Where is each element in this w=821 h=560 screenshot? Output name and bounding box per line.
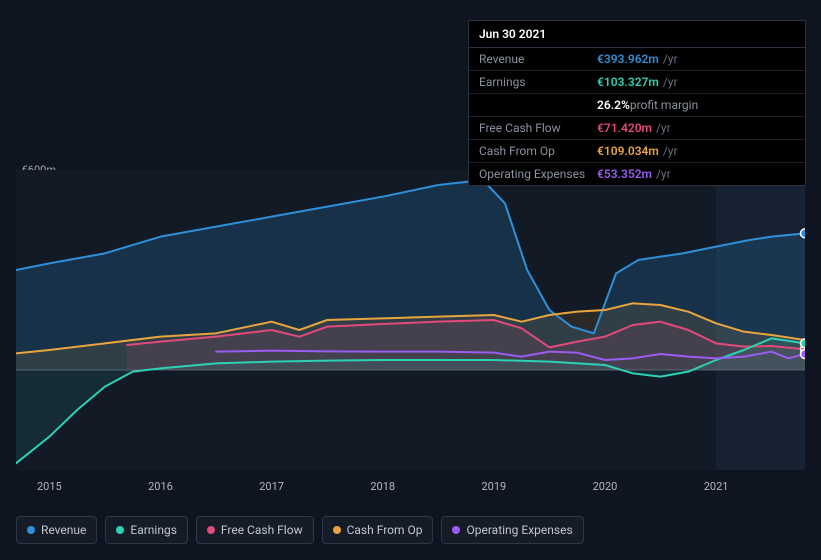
- x-axis-label: 2016: [148, 480, 173, 493]
- legend-color-dot: [116, 526, 124, 534]
- tooltip-value: €109.034m: [597, 144, 659, 158]
- x-axis-label: 2018: [370, 480, 395, 493]
- chart-tooltip: Jun 30 2021 Revenue€393.962m/yrEarnings€…: [468, 20, 806, 186]
- legend-color-dot: [27, 526, 35, 534]
- tooltip-row: Revenue€393.962m/yr: [469, 48, 805, 71]
- tooltip-value: €71.420m: [597, 121, 652, 135]
- tooltip-unit: /yr: [663, 144, 678, 158]
- tooltip-value: €53.352m: [597, 167, 652, 181]
- legend-label: Revenue: [41, 523, 86, 537]
- tooltip-sub: profit margin: [630, 98, 698, 112]
- legend-label: Cash From Op: [347, 523, 423, 537]
- tooltip-value: 26.2%: [597, 98, 630, 112]
- x-axis-label: 2017: [259, 480, 284, 493]
- legend-item[interactable]: Earnings: [105, 516, 188, 544]
- tooltip-row: Cash From Op€109.034m/yr: [469, 140, 805, 163]
- legend-item[interactable]: Revenue: [16, 516, 97, 544]
- tooltip-label: Free Cash Flow: [479, 121, 597, 135]
- tooltip-label: Earnings: [479, 75, 597, 89]
- x-axis-label: 2015: [37, 480, 62, 493]
- x-axis-label: 2020: [593, 480, 618, 493]
- tooltip-row: 26.2% profit margin: [469, 94, 805, 117]
- tooltip-label: [479, 98, 597, 112]
- tooltip-label: Revenue: [479, 52, 597, 66]
- legend-item[interactable]: Cash From Op: [322, 516, 434, 544]
- legend-label: Operating Expenses: [466, 523, 572, 537]
- tooltip-value: €103.327m: [597, 75, 659, 89]
- tooltip-unit: /yr: [656, 167, 671, 181]
- tooltip-date: Jun 30 2021: [469, 21, 805, 48]
- tooltip-row: Operating Expenses€53.352m/yr: [469, 163, 805, 185]
- chart-plot[interactable]: [16, 170, 805, 470]
- x-axis-label: 2019: [481, 480, 506, 493]
- chart-container: €600m€0-€200m 20152016201720182019202020…: [16, 150, 805, 500]
- legend-item[interactable]: Operating Expenses: [441, 516, 583, 544]
- tooltip-row: Earnings€103.327m/yr: [469, 71, 805, 94]
- tooltip-value: €393.962m: [597, 52, 659, 66]
- legend-color-dot: [452, 526, 460, 534]
- legend-label: Free Cash Flow: [221, 523, 303, 537]
- tooltip-label: Cash From Op: [479, 144, 597, 158]
- legend-color-dot: [333, 526, 341, 534]
- tooltip-unit: /yr: [663, 52, 678, 66]
- chart-legend: Revenue Earnings Free Cash Flow Cash From O…: [16, 516, 584, 544]
- x-axis-label: 2021: [704, 480, 729, 493]
- tooltip-unit: /yr: [656, 121, 671, 135]
- tooltip-row: Free Cash Flow€71.420m/yr: [469, 117, 805, 140]
- tooltip-label: Operating Expenses: [479, 167, 597, 181]
- legend-label: Earnings: [130, 523, 177, 537]
- tooltip-unit: /yr: [663, 75, 678, 89]
- legend-color-dot: [207, 526, 215, 534]
- legend-item[interactable]: Free Cash Flow: [196, 516, 314, 544]
